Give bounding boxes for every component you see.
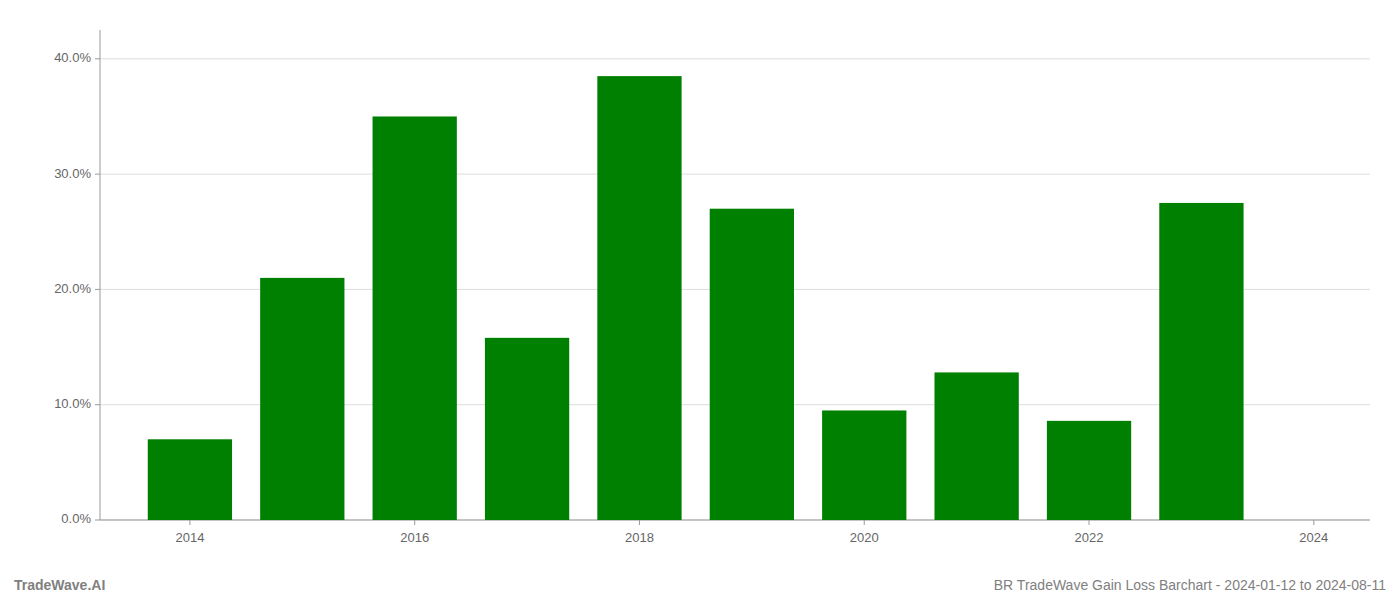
bar bbox=[597, 76, 681, 520]
x-tick bbox=[864, 520, 865, 525]
x-tick-label: 2024 bbox=[1299, 530, 1328, 545]
y-tick-label: 0.0% bbox=[61, 511, 91, 526]
y-tick-label: 10.0% bbox=[54, 396, 91, 411]
x-tick bbox=[1313, 520, 1314, 525]
x-tick-label: 2020 bbox=[850, 530, 879, 545]
x-tick-label: 2014 bbox=[175, 530, 204, 545]
annotation: TradeWave.AI bbox=[14, 577, 105, 593]
bar bbox=[1159, 203, 1243, 520]
bar bbox=[373, 116, 457, 520]
grid bbox=[100, 59, 1370, 520]
annotation: BR TradeWave Gain Loss Barchart - 2024-0… bbox=[994, 577, 1386, 593]
y-tick bbox=[95, 58, 100, 59]
y-tick bbox=[95, 404, 100, 405]
x-tick bbox=[189, 520, 190, 525]
bar bbox=[710, 209, 794, 520]
bars bbox=[148, 76, 1244, 520]
bar bbox=[934, 372, 1018, 520]
y-tick bbox=[95, 174, 100, 175]
grid-line bbox=[100, 174, 1370, 175]
x-tick-label: 2022 bbox=[1075, 530, 1104, 545]
x-tick bbox=[414, 520, 415, 525]
x-tick-label: 2016 bbox=[400, 530, 429, 545]
y-axis-line bbox=[100, 30, 101, 520]
axes: 0.0% 10.0% 20.0% 30.0% 40.0% 2014 2016 2018 2020… bbox=[54, 30, 1370, 545]
bar bbox=[260, 278, 344, 520]
x-tick bbox=[639, 520, 640, 525]
y-tick-label: 40.0% bbox=[54, 50, 91, 65]
y-tick bbox=[95, 520, 100, 521]
y-tick-label: 30.0% bbox=[54, 166, 91, 181]
y-tick-label: 20.0% bbox=[54, 281, 91, 296]
x-tick-label: 2018 bbox=[625, 530, 654, 545]
grid-line bbox=[100, 58, 1370, 59]
bar bbox=[148, 439, 232, 520]
bar bbox=[822, 410, 906, 520]
bar bbox=[485, 338, 569, 520]
chart: 0.0% 10.0% 20.0% 30.0% 40.0% 2014 2016 2018 2020… bbox=[0, 0, 1400, 600]
y-tick bbox=[95, 289, 100, 290]
x-tick bbox=[1089, 520, 1090, 525]
bar bbox=[1047, 421, 1131, 520]
